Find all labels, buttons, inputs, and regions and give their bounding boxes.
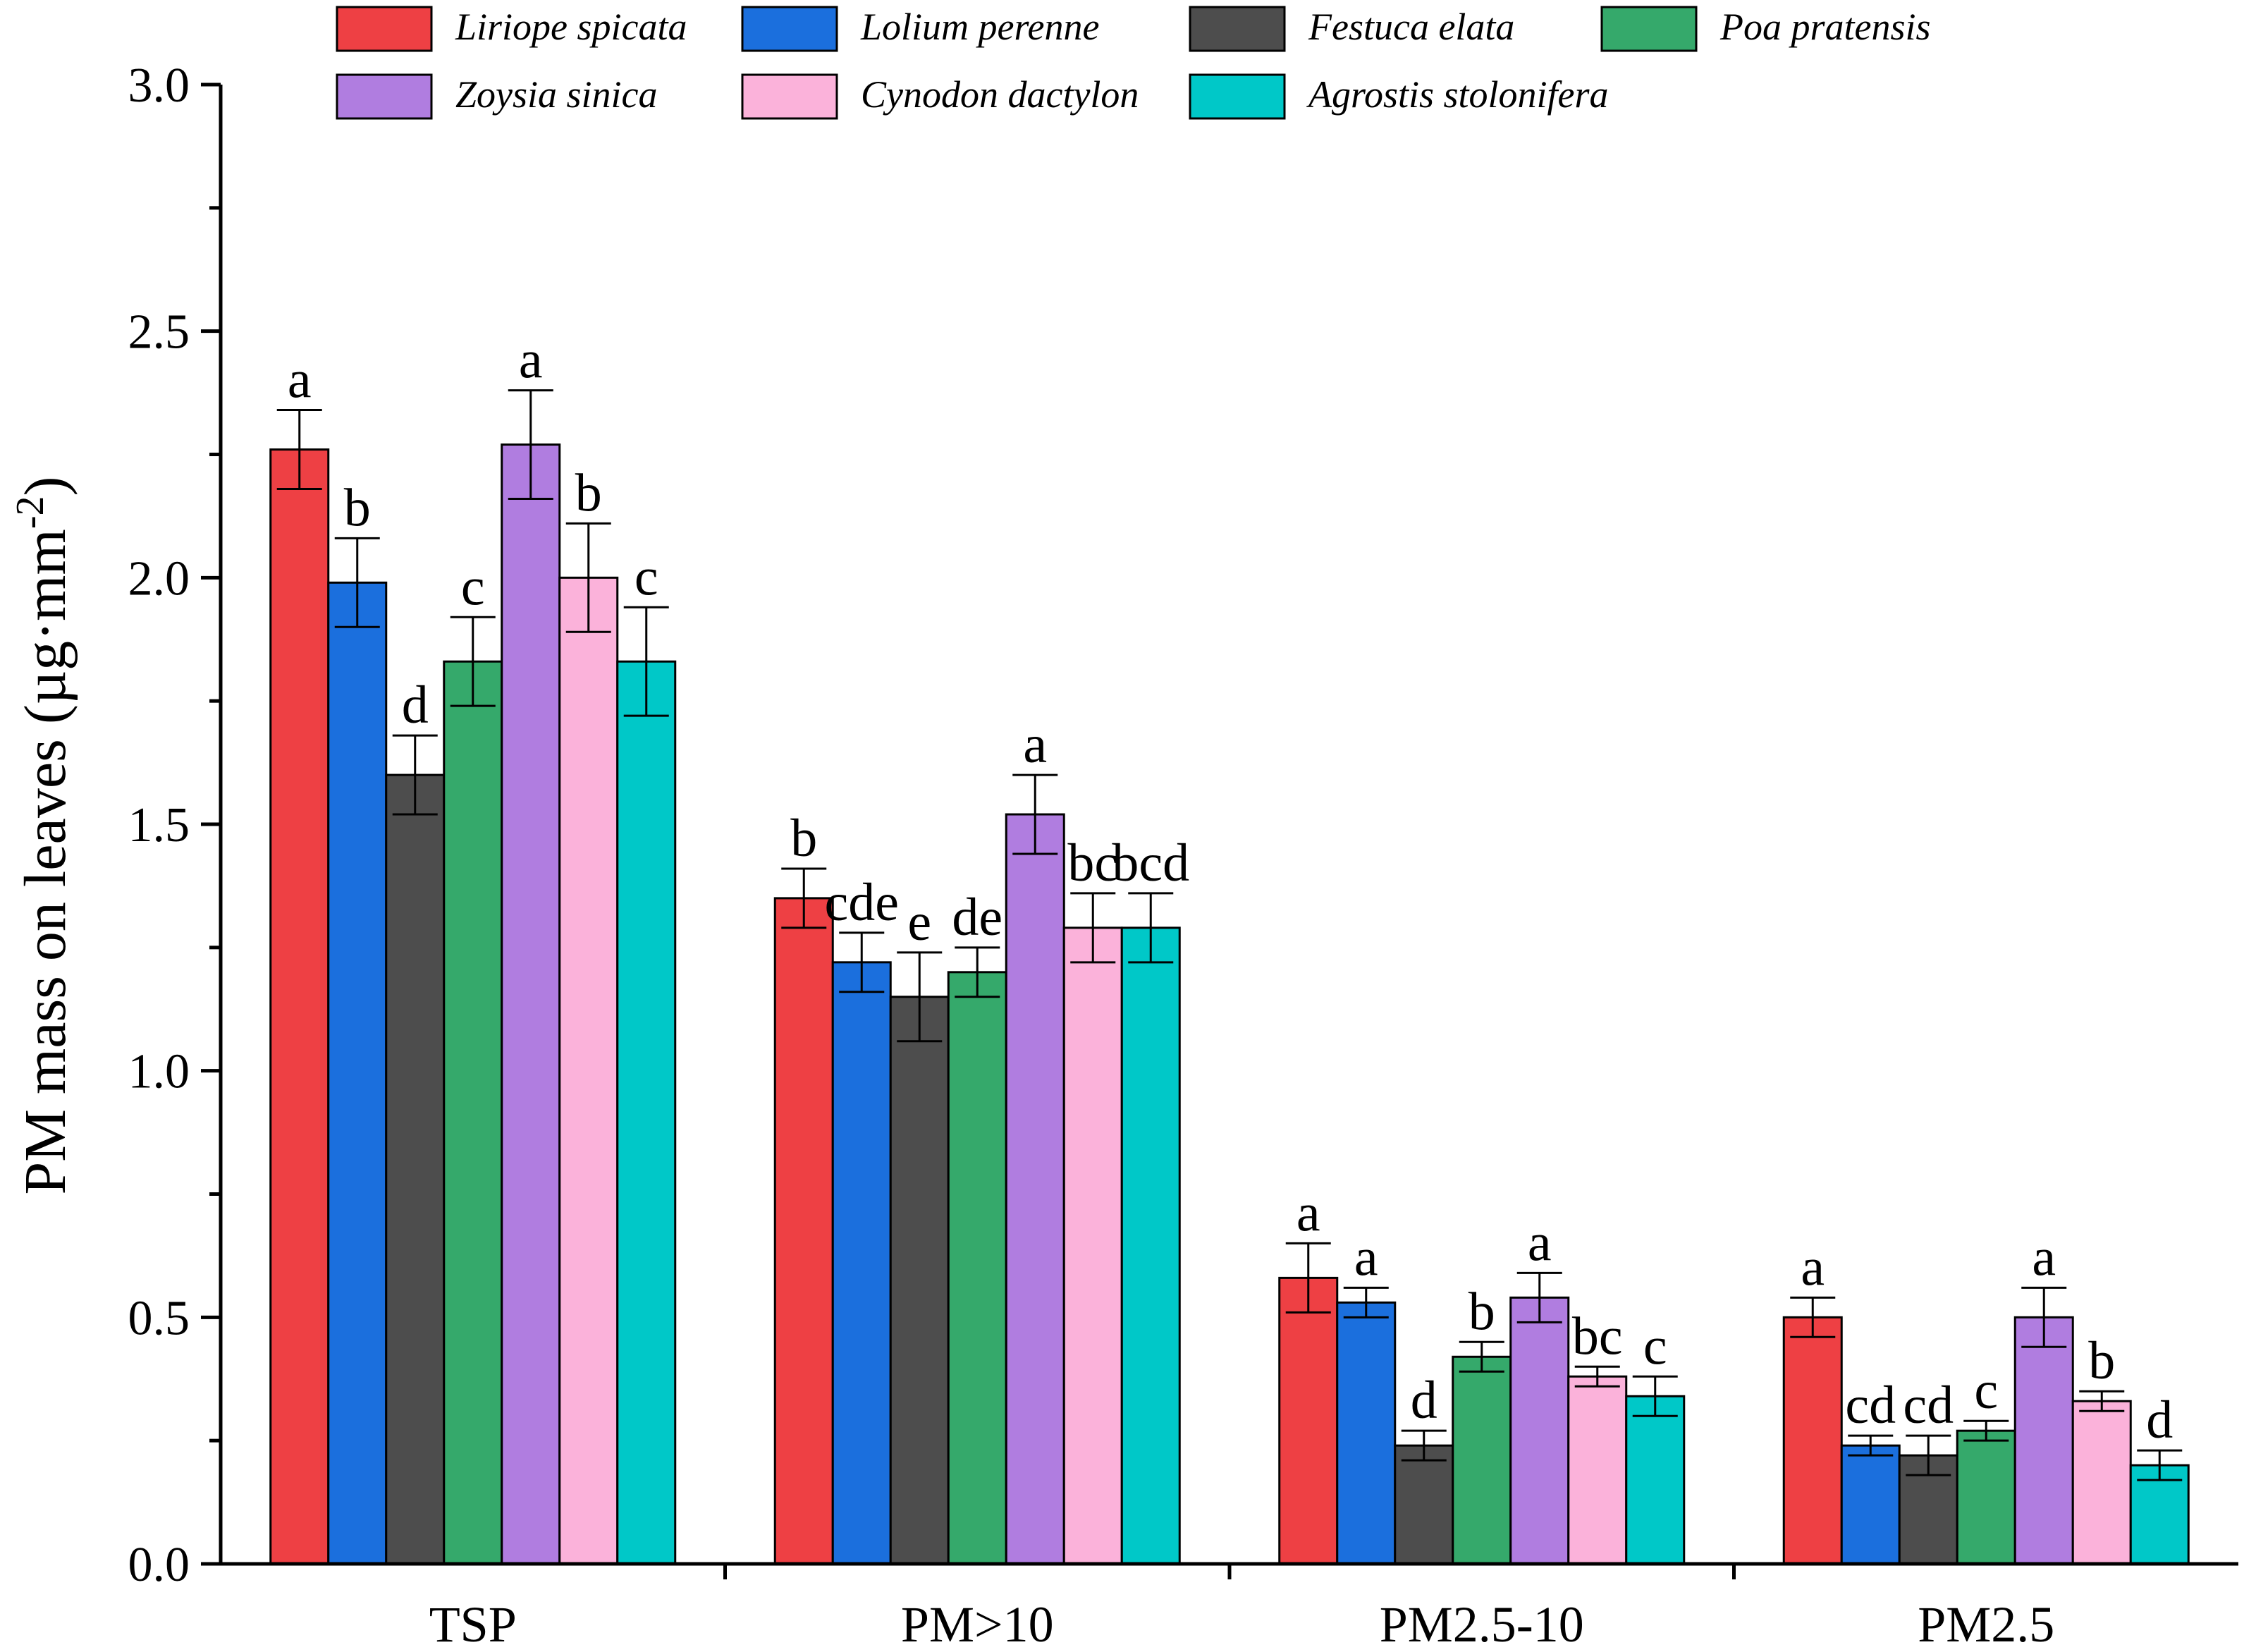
- y-tick-label: 2.0: [128, 551, 190, 606]
- significance-letter: c: [1643, 1316, 1667, 1376]
- significance-letter: c: [1974, 1361, 1998, 1420]
- legend-swatch: [741, 6, 838, 52]
- legend-label: Agrostis stolonifera: [1306, 73, 1609, 116]
- y-axis-title-suffix: ): [13, 477, 78, 496]
- significance-letter: b: [790, 809, 817, 868]
- y-tick-label: 1.5: [128, 798, 190, 852]
- legend-label: Festuca elata: [1308, 6, 1514, 48]
- significance-letter: a: [1801, 1237, 1825, 1297]
- significance-letter: c: [461, 557, 485, 616]
- significance-letter: cd: [1845, 1376, 1896, 1435]
- bar: [1005, 813, 1065, 1565]
- bar: [1278, 1276, 1339, 1565]
- bar: [947, 971, 1007, 1565]
- significance-letter: a: [1354, 1228, 1378, 1287]
- significance-letter: a: [1023, 715, 1047, 774]
- x-category-label: PM2.5-10: [1380, 1596, 1584, 1648]
- bar: [2071, 1400, 2132, 1565]
- y-axis-title-main: PM mass on leaves (µg·mm: [13, 529, 78, 1194]
- x-category-label: PM2.5: [1918, 1596, 2054, 1648]
- significance-letter: d: [402, 675, 429, 735]
- x-category-label: TSP: [429, 1596, 517, 1648]
- bar: [1120, 926, 1181, 1565]
- bar: [1625, 1395, 1686, 1565]
- significance-letter: b: [1469, 1282, 1495, 1341]
- y-tick-label: 1.0: [128, 1045, 190, 1099]
- bar: [443, 660, 503, 1565]
- bar: [501, 443, 561, 1565]
- legend-label: Lolium perenne: [860, 6, 1099, 48]
- legend-label: Cynodon dactylon: [861, 73, 1139, 116]
- bar: [1840, 1444, 1901, 1565]
- significance-letter: a: [2032, 1228, 2056, 1287]
- y-tick-label: 2.5: [128, 305, 190, 360]
- bar: [2013, 1316, 2074, 1565]
- significance-letter: d: [1411, 1371, 1437, 1430]
- legend-swatch: [1600, 6, 1698, 52]
- x-category-label: PM>10: [901, 1596, 1054, 1648]
- bar: [616, 660, 677, 1565]
- bar: [2129, 1464, 2190, 1565]
- significance-letter: c: [634, 547, 658, 606]
- bar: [1509, 1296, 1570, 1565]
- bar: [831, 961, 892, 1565]
- significance-letter: a: [1528, 1213, 1552, 1272]
- significance-letter: cd: [1903, 1376, 1954, 1435]
- significance-letter: cde: [825, 873, 899, 932]
- significance-letter: bcd: [1112, 833, 1189, 893]
- legend-swatch: [336, 6, 433, 52]
- significance-letter: bc: [1572, 1307, 1623, 1366]
- legend-label: Zoysia sinica: [455, 73, 658, 116]
- y-tick-label: 0.0: [128, 1538, 190, 1592]
- bar: [269, 448, 330, 1565]
- y-axis-title: PM mass on leaves (µg·mm-2): [8, 477, 78, 1195]
- significance-letter: b: [344, 478, 371, 537]
- significance-letter: e: [907, 893, 931, 952]
- legend-label: Poa pratensis: [1719, 6, 1931, 48]
- legend: Liriope spicata Lolium perenne Festuca ela…: [336, 6, 1931, 120]
- bar: [773, 897, 834, 1565]
- bar: [1452, 1355, 1512, 1565]
- significance-letter: a: [1296, 1183, 1320, 1242]
- legend-swatch: [1189, 6, 1286, 52]
- significance-letter: d: [2146, 1390, 2173, 1450]
- bar: [1567, 1375, 1628, 1565]
- y-tick-label: 0.5: [128, 1291, 190, 1345]
- bar: [1336, 1301, 1397, 1565]
- bar: [327, 581, 388, 1565]
- significance-letter: a: [519, 331, 543, 390]
- axes-group: 0.0 0.5 1.0 1.5 2.0 2.5 3.0 TSP PM>10 PM2.5-10 PM2…: [128, 59, 2238, 1652]
- legend-label: Liriope spicata: [455, 6, 687, 48]
- y-axis-title-superscript: -2: [8, 496, 52, 530]
- bar: [1062, 926, 1123, 1565]
- bar: [1956, 1429, 2016, 1565]
- significance-letter: b: [2088, 1331, 2115, 1390]
- y-tick-label: 3.0: [128, 59, 190, 113]
- significance-letter: a: [288, 350, 312, 410]
- significance-letter: bc: [1067, 833, 1118, 893]
- legend-swatch: [1189, 73, 1286, 120]
- bar: [1394, 1444, 1454, 1565]
- legend-swatch: [741, 73, 838, 120]
- legend-swatch: [336, 73, 433, 120]
- significance-letter: b: [575, 463, 602, 522]
- bar: [889, 996, 950, 1565]
- bar: [1782, 1316, 1843, 1565]
- significance-letter: de: [952, 888, 1003, 947]
- bar: [385, 773, 446, 1565]
- bar: [558, 576, 619, 1565]
